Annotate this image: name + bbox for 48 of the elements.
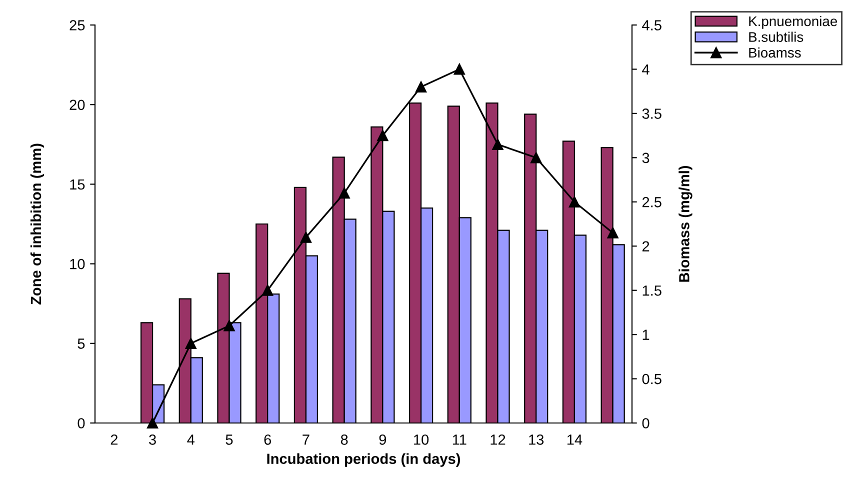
point: [224, 320, 235, 332]
x-tick-label: 13: [529, 434, 544, 445]
point: [146, 417, 158, 429]
y2-tick-label: 3: [642, 152, 650, 164]
legend-label: K.pnuemoniae: [749, 16, 838, 29]
y2-axis-title: Biomass (mg/ml): [678, 166, 692, 282]
y2-tick-label: 2: [642, 241, 650, 252]
x-tick-label: 2: [110, 434, 118, 445]
y-axis-title: Zone of inhibition (mm): [30, 144, 44, 305]
point: [185, 338, 196, 349]
y-tick-label: 15: [70, 179, 85, 190]
point: [492, 138, 504, 150]
y2-tick-label: 2.5: [642, 196, 662, 208]
y2-tick-label: 4.5: [642, 20, 662, 30]
x-tick-label: 5: [226, 434, 233, 445]
y-tick-label: 20: [70, 100, 85, 110]
point: [568, 196, 580, 208]
x-tick-label: 3: [149, 434, 156, 445]
x-tick-label: 9: [379, 434, 386, 445]
x-axis-title: Incubation periods (in days): [267, 453, 460, 467]
point: [262, 284, 274, 296]
point: [415, 81, 427, 92]
x-tick-label: 10: [414, 434, 429, 445]
y2-tick-label: 0.5: [642, 374, 662, 384]
x-tick-label: 14: [567, 434, 582, 445]
point: [338, 187, 350, 199]
point: [530, 152, 542, 164]
y-tick-label: 0: [78, 418, 85, 428]
x-tick-label: 12: [490, 434, 506, 445]
y2-tick-label: 0: [642, 418, 650, 428]
legend-label: Bioamss: [749, 47, 801, 58]
point: [454, 64, 465, 75]
y2-tick-label: 1: [642, 330, 650, 340]
y2-tick-label: 1.5: [642, 286, 662, 296]
x-tick-label: 4: [187, 434, 195, 445]
y-tick-label: 5: [78, 338, 85, 349]
legend-label: B.subtilis: [749, 32, 804, 42]
x-tick-label: 8: [340, 434, 348, 445]
y2-tick-label: 4: [642, 64, 650, 75]
y-tick-label: 10: [70, 258, 85, 270]
y2-tick-label: 3.5: [642, 108, 662, 119]
x-tick-label: 11: [452, 434, 466, 445]
point: [607, 227, 618, 238]
point: [300, 232, 312, 243]
x-tick-label: 6: [264, 434, 272, 445]
y-tick-label: 25: [70, 20, 85, 30]
x-tick-label: 7: [302, 434, 310, 445]
point: [377, 130, 388, 142]
